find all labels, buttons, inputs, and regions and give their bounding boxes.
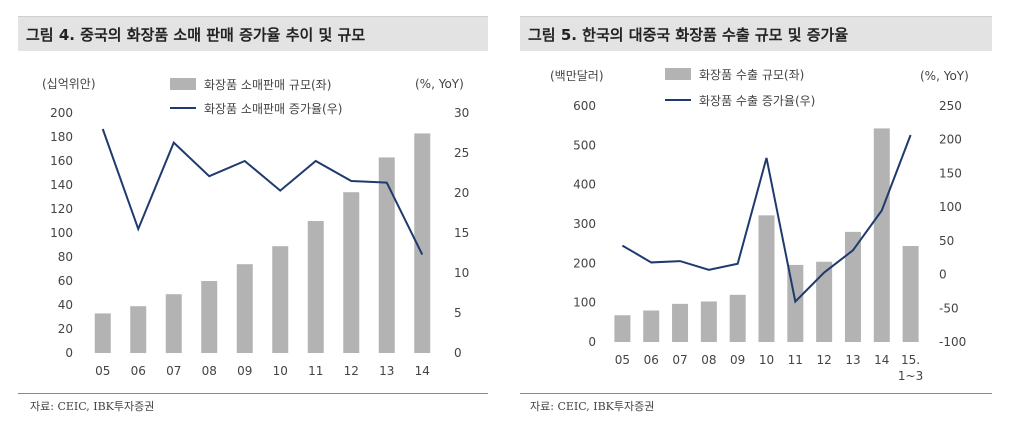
right-tick-label: 100 — [939, 200, 962, 214]
x-tick-label: 07 — [672, 353, 687, 367]
bar — [844, 231, 861, 342]
x-tick-label: 11 — [788, 353, 803, 367]
left-tick-label: 500 — [573, 138, 596, 152]
bar — [758, 215, 775, 342]
bar — [343, 192, 360, 353]
x-tick-label: 10 — [273, 364, 288, 378]
x-tick-label: 13 — [379, 364, 394, 378]
legend-bar-swatch — [665, 68, 691, 80]
right-tick-label: 150 — [939, 166, 962, 180]
right-tick-label: 15 — [454, 226, 469, 240]
bar — [307, 221, 324, 353]
x-tick-label: 12 — [816, 353, 831, 367]
right-tick-label: 30 — [454, 106, 469, 120]
bar — [130, 306, 147, 353]
bar — [816, 261, 833, 342]
x-tick-label: 08 — [202, 364, 217, 378]
x-tick-label: 14 — [415, 364, 430, 378]
right-tick-label: 10 — [454, 266, 469, 280]
x-tick-label: 07 — [166, 364, 181, 378]
x-tick-label: 13 — [845, 353, 860, 367]
right-tick-label: -100 — [939, 335, 966, 349]
bar — [236, 264, 253, 353]
left-tick-label: 200 — [50, 106, 73, 120]
right-tick-label: 20 — [454, 186, 469, 200]
left-tick-label: 0 — [65, 346, 73, 360]
bar — [272, 246, 289, 353]
left-tick-label: 40 — [58, 298, 73, 312]
right-tick-label: 250 — [939, 99, 962, 113]
chart-canvas: (백만달러) (%, YoY)0100200300400500600-100-50… — [550, 68, 969, 383]
left-axis-unit: (십억위안) — [42, 77, 96, 91]
right-tick-label: 200 — [939, 133, 962, 147]
left-tick-label: 60 — [58, 274, 73, 288]
x-tick-label: 05 — [615, 353, 630, 367]
x-tick-label: 06 — [644, 353, 659, 367]
source-note: 자료: CEIC, IBK투자증권 — [30, 400, 155, 413]
legend-line-label: 화장품 소매판매 증가율(우) — [204, 102, 342, 116]
chart-canvas: (십억위안) (%, YoY)02040608010012014016018020… — [42, 77, 469, 378]
left-tick-label: 80 — [58, 250, 73, 264]
bar — [873, 128, 890, 342]
left-tick-label: 120 — [50, 202, 73, 216]
source-divider — [18, 393, 488, 394]
bar — [378, 157, 395, 353]
right-tick-label: 5 — [454, 306, 462, 320]
left-tick-label: 200 — [573, 256, 596, 270]
left-tick-label: 100 — [50, 226, 73, 240]
left-axis-unit: (백만달러) — [550, 69, 604, 83]
left-tick-label: 300 — [573, 217, 596, 231]
left-tick-label: 20 — [58, 322, 73, 336]
left-tick-label: 0 — [588, 335, 596, 349]
x-tick-label: 15. 1~3 — [898, 353, 923, 383]
bar — [94, 313, 111, 353]
bar — [902, 246, 919, 342]
bar — [700, 301, 717, 342]
legend-bar-label: 화장품 수출 규모(좌) — [699, 68, 804, 82]
chart-title-bar: 그림 4. 중국의 화장품 소매 판매 증가율 추이 및 규모 — [18, 16, 488, 51]
bar — [643, 310, 660, 342]
x-tick-label: 09 — [237, 364, 252, 378]
x-tick-label: 10 — [759, 353, 774, 367]
x-tick-label: 14 — [874, 353, 889, 367]
x-tick-label: 08 — [701, 353, 716, 367]
left-tick-label: 140 — [50, 178, 73, 192]
source-note: 자료: CEIC, IBK투자증권 — [530, 400, 655, 413]
chart-title: 그림 5. 한국의 대중국 화장품 수출 규모 및 증가율 — [528, 26, 849, 44]
right-tick-label: 50 — [939, 234, 954, 248]
chart-panel-right: 그림 5. 한국의 대중국 화장품 수출 규모 및 증가율 (백만달러) (%, … — [520, 0, 1024, 425]
right-axis-unit: (%, YoY) — [920, 69, 969, 83]
legend-bar-label: 화장품 소매판매 규모(좌) — [204, 78, 331, 92]
source-divider — [520, 393, 992, 394]
x-tick-label: 11 — [308, 364, 323, 378]
right-tick-label: 0 — [939, 268, 947, 282]
chart-title: 그림 4. 중국의 화장품 소매 판매 증가율 추이 및 규모 — [26, 26, 366, 44]
chart-title-bar: 그림 5. 한국의 대중국 화장품 수출 규모 및 증가율 — [520, 16, 992, 51]
bar — [201, 281, 218, 353]
left-tick-label: 400 — [573, 178, 596, 192]
right-tick-label: 25 — [454, 146, 469, 160]
bar — [672, 303, 689, 342]
bar — [414, 133, 431, 353]
x-tick-label: 09 — [730, 353, 745, 367]
bar — [729, 294, 746, 342]
bar — [614, 315, 631, 342]
series-line — [101, 128, 424, 256]
legend-line-label: 화장품 수출 증가율(우) — [699, 94, 815, 108]
right-tick-label: 0 — [454, 346, 462, 360]
x-tick-label: 05 — [95, 364, 110, 378]
x-tick-label: 12 — [344, 364, 359, 378]
chart-panel-left: 그림 4. 중국의 화장품 소매 판매 증가율 추이 및 규모 (십억위안) (%… — [0, 0, 505, 425]
left-tick-label: 100 — [573, 296, 596, 310]
left-tick-label: 600 — [573, 99, 596, 113]
legend-bar-swatch — [170, 78, 196, 90]
x-tick-label: 06 — [131, 364, 146, 378]
right-tick-label: -50 — [939, 301, 959, 315]
left-tick-label: 160 — [50, 154, 73, 168]
bar — [165, 294, 182, 353]
right-axis-unit: (%, YoY) — [415, 77, 464, 91]
left-tick-label: 180 — [50, 130, 73, 144]
